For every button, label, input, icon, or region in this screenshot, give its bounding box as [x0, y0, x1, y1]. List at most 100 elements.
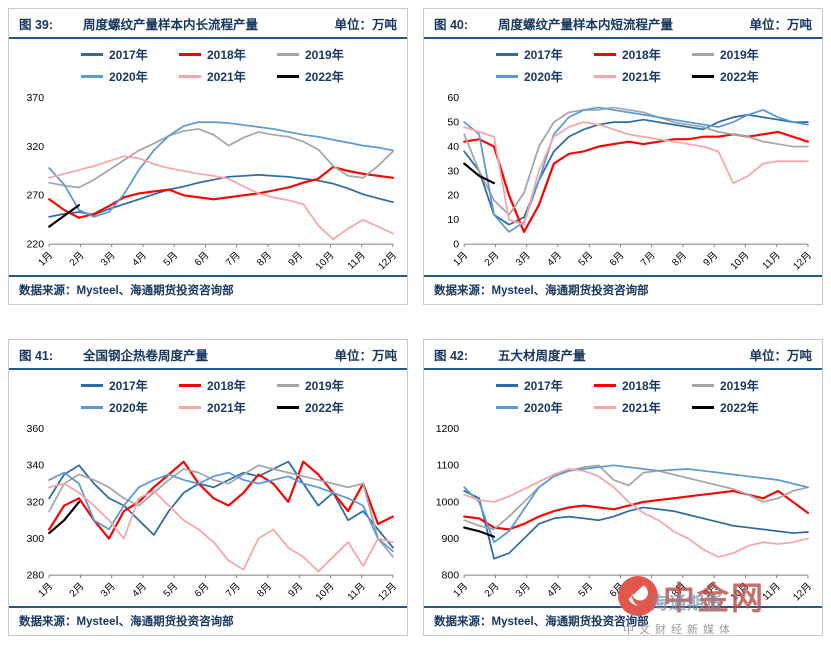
line-chart: 280 300 320 340 360 1月 2月 3月 4月 5月 6月 7月 8月 9月 10月 11月 1… — [13, 421, 403, 606]
svg-text:360: 360 — [27, 424, 45, 435]
legend-label: 2019年 — [720, 48, 759, 62]
svg-text:1000: 1000 — [436, 497, 460, 508]
legend-label: 2022年 — [305, 401, 344, 415]
line-chart: 8009001000110012001月2月3月4月5月6月7月8月9月10月1… — [428, 421, 818, 606]
watermark-overlay-text: 海通期货 — [651, 594, 723, 613]
legend-item: 2018年 — [594, 377, 692, 394]
legend-swatch — [179, 406, 201, 409]
data-source: 数据来源：Mysteel、海通期货投资咨询部 — [424, 275, 822, 304]
data-source: 数据来源：Mysteel、海通期货投资咨询部 — [9, 275, 407, 304]
unit-label: 单位：万吨 — [334, 18, 397, 32]
svg-text:5月: 5月 — [576, 581, 596, 600]
legend-item: 2020年 — [496, 68, 594, 85]
svg-text:9月: 9月 — [701, 250, 721, 269]
legend-swatch — [692, 384, 714, 387]
legend-swatch — [692, 406, 714, 409]
unit-label: 单位：万吨 — [334, 349, 397, 363]
chart-canvas: 220 270 320 370 1月 2月 3月 4月 5月 6月 7月 8月 9月 10月 11月 12月 — [27, 93, 400, 272]
legend-item: 2021年 — [594, 399, 692, 416]
legend-item: 2018年 — [594, 46, 692, 63]
legend-swatch — [81, 75, 103, 78]
watermark-row: 中金网 — [617, 573, 827, 619]
svg-text:20: 20 — [447, 191, 459, 202]
legend-item: 2017年 — [81, 46, 179, 63]
legend-label: 2021年 — [207, 401, 246, 415]
line-chart: 0 10 20 30 40 50 60 1月 2月 3月 4月 5月 6月 7月 8月 9月 10月 11月 12月 — [428, 90, 818, 275]
svg-text:10: 10 — [447, 215, 459, 226]
legend-swatch — [277, 406, 299, 409]
svg-text:5月: 5月 — [161, 581, 181, 600]
watermark: 中金网 海通期货 中文财经新媒体 — [617, 573, 827, 637]
legend-swatch — [496, 406, 518, 409]
chart-title: 周度螺纹产量样本内长流程产量 — [83, 18, 259, 32]
legend-item: 2018年 — [179, 377, 277, 394]
legend-item: 2018年 — [179, 46, 277, 63]
chart-panel-fig40: 图 40: 周度螺纹产量样本内短流程产量 单位：万吨 2017年 2018年 201… — [423, 8, 823, 305]
legend-swatch — [594, 53, 616, 56]
svg-text:300: 300 — [27, 534, 45, 545]
legend-label: 2020年 — [524, 401, 563, 415]
svg-text:800: 800 — [442, 571, 460, 582]
legend-label: 2017年 — [109, 379, 148, 393]
legend-swatch — [277, 384, 299, 387]
chart-canvas: 8009001000110012001月2月3月4月5月6月7月8月9月10月1… — [436, 424, 814, 603]
svg-text:900: 900 — [442, 534, 460, 545]
legend-swatch — [496, 384, 518, 387]
legend-label: 2020年 — [524, 70, 563, 84]
svg-text:3月: 3月 — [98, 250, 118, 269]
svg-text:3月: 3月 — [513, 581, 533, 600]
legend-label: 2019年 — [305, 379, 344, 393]
panel-header: 图 42: 五大材周度产量 单位：万吨 — [424, 340, 822, 370]
legend-item: 2020年 — [496, 399, 594, 416]
legend-label: 2019年 — [305, 48, 344, 62]
legend-label: 2020年 — [109, 401, 148, 415]
svg-text:1月: 1月 — [36, 250, 56, 269]
svg-text:60: 60 — [447, 93, 459, 104]
chart-title: 全国钢企热卷周度产量 — [83, 349, 209, 363]
legend-label: 2017年 — [524, 48, 563, 62]
legend-item: 2021年 — [179, 68, 277, 85]
legend-label: 2022年 — [305, 70, 344, 84]
legend-swatch — [692, 75, 714, 78]
svg-text:40: 40 — [447, 142, 459, 153]
svg-text:6月: 6月 — [192, 581, 212, 600]
svg-text:9月: 9月 — [286, 250, 306, 269]
svg-text:7月: 7月 — [223, 250, 243, 269]
unit-label: 单位：万吨 — [749, 349, 812, 363]
unit-label: 单位：万吨 — [749, 18, 812, 32]
legend-item: 2019年 — [277, 377, 375, 394]
legend-label: 2018年 — [622, 379, 661, 393]
svg-text:5月: 5月 — [161, 250, 181, 269]
legend-label: 2020年 — [109, 70, 148, 84]
chart-legend: 2017年 2018年 2019年 2020年 2021年 2022年 — [9, 370, 407, 421]
legend-label: 2021年 — [622, 70, 661, 84]
legend-item: 2022年 — [277, 399, 375, 416]
legend-item: 2020年 — [81, 399, 179, 416]
svg-text:340: 340 — [27, 461, 45, 472]
figure-number: 图 39: — [19, 18, 54, 32]
svg-text:3月: 3月 — [98, 581, 118, 600]
figure-number: 图 42: — [434, 349, 469, 363]
svg-text:5月: 5月 — [576, 250, 596, 269]
chart-title: 五大材周度产量 — [498, 349, 586, 363]
svg-text:2月: 2月 — [67, 250, 87, 269]
svg-text:2月: 2月 — [482, 250, 502, 269]
figure-number: 图 40: — [434, 18, 469, 32]
svg-text:1月: 1月 — [36, 581, 56, 600]
svg-text:220: 220 — [27, 240, 45, 251]
data-source: 数据来源：Mysteel、海通期货投资咨询部 — [9, 606, 407, 635]
legend-label: 2019年 — [720, 379, 759, 393]
legend-item: 2017年 — [496, 377, 594, 394]
chart-panel-fig41: 图 41: 全国钢企热卷周度产量 单位：万吨 2017年 2018年 2019年 20… — [8, 339, 408, 636]
legend-swatch — [277, 75, 299, 78]
line-chart: 220 270 320 370 1月 2月 3月 4月 5月 6月 7月 8月 9月 10月 11月 12月 — [13, 90, 403, 275]
svg-text:6月: 6月 — [607, 250, 627, 269]
svg-text:9月: 9月 — [286, 581, 306, 600]
legend-swatch — [594, 384, 616, 387]
legend-swatch — [496, 75, 518, 78]
svg-text:12月: 12月 — [375, 581, 399, 604]
legend-item: 2020年 — [81, 68, 179, 85]
legend-item: 2019年 — [692, 46, 790, 63]
legend-label: 2021年 — [207, 70, 246, 84]
